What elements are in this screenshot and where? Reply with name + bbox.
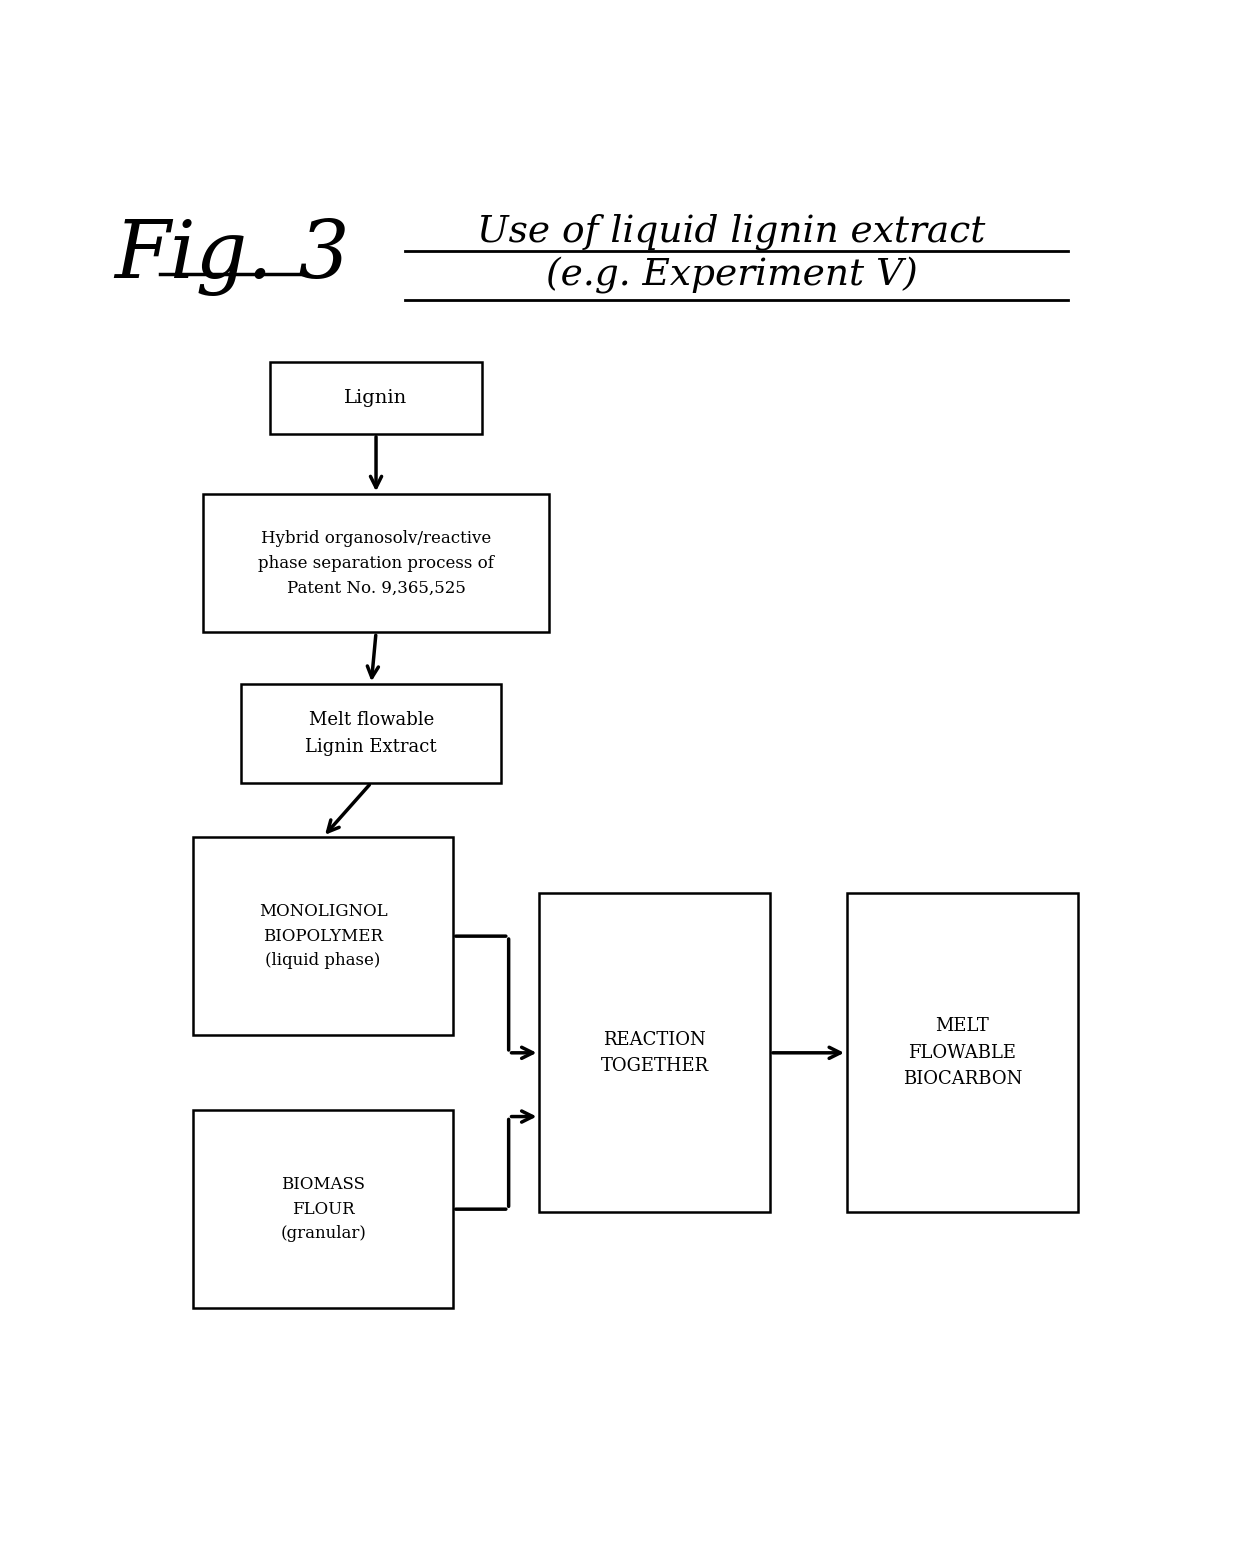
Text: Melt flowable
Lignin Extract: Melt flowable Lignin Extract — [305, 711, 436, 756]
Text: MELT
FLOWABLE
BIOCARBON: MELT FLOWABLE BIOCARBON — [903, 1017, 1022, 1089]
Text: MONOLIGNOL
BIOPOLYMER
(liquid phase): MONOLIGNOL BIOPOLYMER (liquid phase) — [259, 903, 387, 970]
Text: Lignin: Lignin — [345, 389, 408, 408]
Text: Use of liquid lignin extract: Use of liquid lignin extract — [477, 214, 986, 250]
FancyBboxPatch shape — [193, 1111, 453, 1309]
Text: BIOMASS
FLOUR
(granular): BIOMASS FLOUR (granular) — [280, 1176, 366, 1242]
FancyBboxPatch shape — [847, 893, 1078, 1212]
Text: Hybrid organosolv/reactive
phase separation process of
Patent No. 9,365,525: Hybrid organosolv/reactive phase separat… — [258, 530, 494, 597]
FancyBboxPatch shape — [242, 684, 501, 783]
Text: (e.g. Experiment V): (e.g. Experiment V) — [546, 258, 918, 294]
FancyBboxPatch shape — [193, 837, 453, 1036]
FancyBboxPatch shape — [203, 494, 549, 633]
Text: REACTION
TOGETHER: REACTION TOGETHER — [600, 1031, 709, 1075]
Text: Fig. 3: Fig. 3 — [114, 217, 350, 295]
FancyBboxPatch shape — [539, 893, 770, 1212]
FancyBboxPatch shape — [270, 362, 481, 434]
